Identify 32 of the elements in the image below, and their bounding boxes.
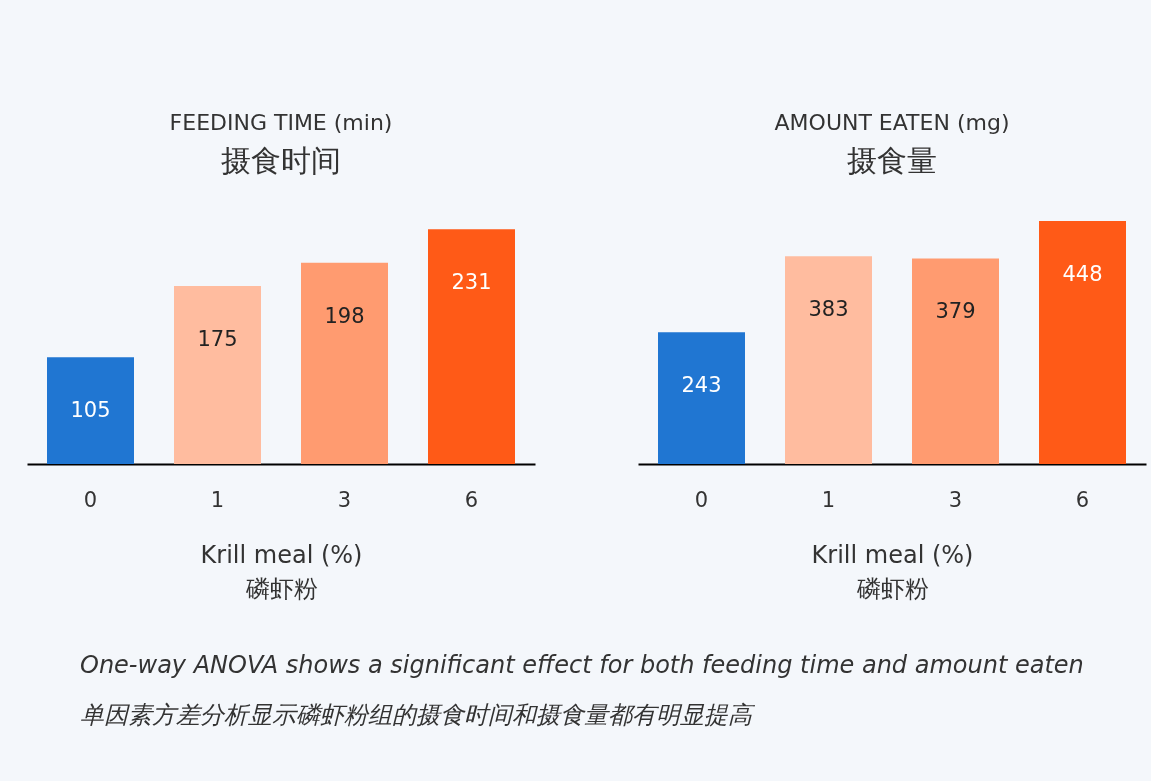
bar [174, 286, 261, 464]
x-axis-title: Krill meal (%) 磷虾粉 [200, 540, 363, 603]
text: 单因素方差分析显示磷虾粉组的摄食时间和摄食量都有明显提高 [80, 701, 756, 729]
bar [47, 357, 134, 464]
x-tick-label: 0 [694, 487, 709, 512]
bar [912, 258, 999, 464]
data-label: 198 [324, 303, 365, 328]
data-label: 448 [1062, 262, 1103, 287]
x-tick-label: 1 [821, 487, 836, 512]
chart-title: AMOUNT EATEN (mg) [774, 110, 1010, 135]
chart-title: FEEDING TIME (min) [169, 110, 393, 135]
data-label: 175 [197, 327, 238, 352]
x-tick-label: 1 [210, 487, 225, 512]
bar [658, 332, 745, 464]
x-tick-label: 3 [948, 487, 963, 512]
bar [301, 262, 388, 464]
data-label: 105 [70, 398, 111, 423]
data-label: 231 [451, 270, 492, 295]
x-axis-title: Krill meal (%) 磷虾粉 [811, 540, 974, 603]
bar [428, 229, 515, 464]
data-label: 379 [935, 299, 976, 324]
data-label: 243 [681, 373, 722, 398]
x-tick-label: 0 [83, 487, 98, 512]
text: One-way ANOVA shows a significant effect for both feeding time and amount eaten [80, 651, 1084, 679]
data-label: 383 [808, 297, 849, 322]
x-tick-label: 6 [1075, 487, 1090, 512]
bar [785, 256, 872, 464]
x-tick-label: 6 [464, 487, 479, 512]
bar [1039, 221, 1126, 464]
chart-subtitle: 摄食时间 [221, 143, 341, 178]
chart-subtitle: 摄食量 [847, 143, 937, 178]
x-tick-label: 3 [337, 487, 352, 512]
